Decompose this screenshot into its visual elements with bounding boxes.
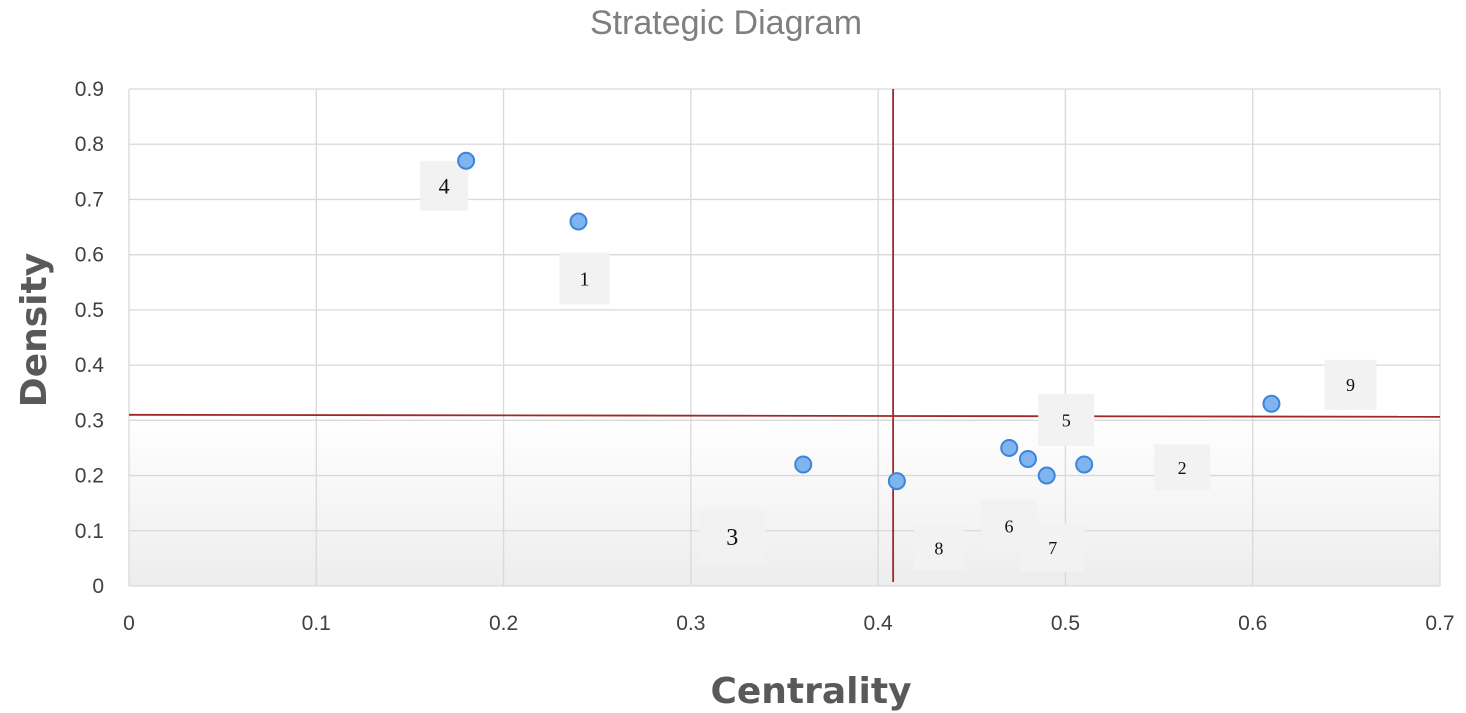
- x-tick-label-0: 0: [123, 612, 135, 635]
- data-point-2: [1075, 455, 1094, 474]
- y-tick-label-9: 0.9: [75, 78, 104, 101]
- data-point-9: [1262, 394, 1281, 413]
- x-tick-label-7: 0.7: [1425, 612, 1454, 635]
- y-tick-label-1: 0.1: [75, 520, 104, 543]
- point-label-box-4: [420, 160, 469, 211]
- point-label-box-3: [699, 508, 766, 565]
- point-label-5: 5: [1062, 410, 1071, 430]
- point-label-box-7: [1020, 523, 1085, 572]
- x-tick-label-2: 0.2: [489, 612, 518, 635]
- y-tick-label-5: 0.5: [75, 299, 104, 322]
- point-label-box-5: [1038, 393, 1095, 446]
- point-label-box-8: [913, 526, 964, 571]
- point-labels: 4 1 9 3 8 5 6 7 2: [420, 160, 1377, 572]
- point-label-7: 7: [1048, 538, 1057, 558]
- point-label-6: 6: [1004, 516, 1013, 536]
- data-point-4: [457, 151, 476, 170]
- horizontal-reference-line: [128, 413, 1441, 418]
- y-tick-label-3: 0.3: [75, 409, 104, 432]
- x-axis-ticks: 0 0.1 0.2 0.3 0.4 0.5 0.6 0.7: [123, 612, 1454, 635]
- y-tick-label-8: 0.8: [75, 133, 104, 156]
- data-point-8: [887, 472, 906, 491]
- lower-quadrant-shade: [129, 414, 1440, 586]
- y-tick-label-2: 0.2: [75, 465, 104, 488]
- data-point-1: [569, 212, 588, 231]
- point-label-9: 9: [1346, 375, 1355, 395]
- point-label-box-1: [559, 252, 610, 305]
- y-tick-label-6: 0.6: [75, 244, 104, 267]
- point-label-3: 3: [726, 525, 738, 551]
- x-axis-title: Centrality: [710, 671, 911, 712]
- data-point-3: [794, 455, 813, 474]
- chart-title: Strategic Diagram: [590, 4, 862, 42]
- point-label-1: 1: [579, 269, 589, 291]
- point-label-box-9: [1324, 359, 1377, 410]
- x-tick-label-3: 0.3: [676, 612, 705, 635]
- point-label-4: 4: [439, 174, 450, 199]
- y-axis-title: Density: [14, 253, 55, 407]
- point-label-2: 2: [1178, 458, 1187, 478]
- data-point-7: [1037, 466, 1056, 485]
- x-tick-label-4: 0.4: [864, 612, 894, 635]
- x-tick-label-6: 0.6: [1238, 612, 1267, 635]
- y-axis-ticks: 0 0.1 0.2 0.3 0.4 0.5 0.6 0.7 0.8 0.9: [75, 78, 105, 598]
- data-point-5: [1000, 438, 1019, 457]
- data-points: [457, 151, 1281, 491]
- quadrant-reference-lines: [128, 89, 1441, 582]
- x-tick-label-5: 0.5: [1051, 612, 1080, 635]
- y-tick-label-4: 0.4: [75, 354, 105, 377]
- data-point-6: [1018, 449, 1037, 468]
- point-label-8: 8: [934, 539, 943, 559]
- x-tick-label-1: 0.1: [302, 612, 331, 635]
- y-tick-label-7: 0.7: [75, 188, 104, 211]
- point-label-box-2: [1154, 444, 1211, 491]
- gridlines: [128, 88, 1441, 587]
- y-tick-label-0: 0: [92, 575, 104, 598]
